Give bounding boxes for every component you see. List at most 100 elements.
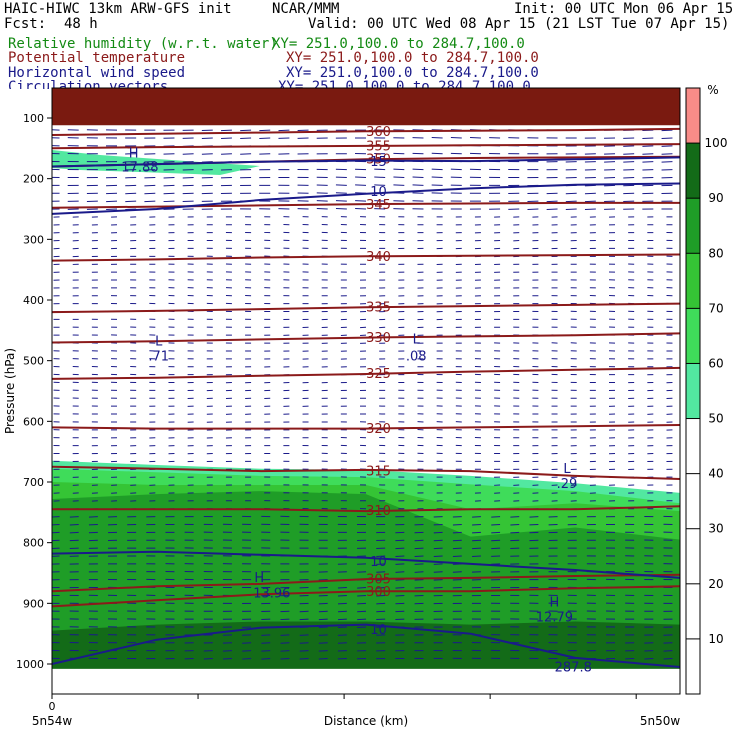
extremum-annotation: H: [129, 146, 139, 161]
theta-contour-305: [52, 573, 680, 593]
wind-vector: [433, 539, 443, 542]
wind-contour-10: [52, 623, 680, 668]
init-time: Init: 00 UTC Mon 06 Apr 15: [514, 1, 734, 17]
field-wind-name: Horizontal wind speed: [8, 65, 186, 81]
wind-vector: [472, 539, 481, 542]
wind-vector: [318, 610, 328, 613]
wind-contour-10: [52, 550, 680, 579]
theta-contour-315: [52, 465, 680, 480]
colorbar-tick-label: 10: [708, 632, 723, 646]
org-title: NCAR/MMM: [272, 1, 340, 17]
extremum-annotation: H: [254, 571, 264, 586]
wind-vector: [395, 563, 405, 565]
theta-contour-330: [52, 332, 680, 344]
y-axis-label: Pressure (hPa): [3, 348, 17, 434]
theta-contour-360: [52, 127, 680, 136]
wind-vector: [395, 571, 405, 573]
wind-vector: [280, 634, 290, 636]
field-rh-xy: XY= 251.0,100.0 to 284.7,100.0: [272, 36, 525, 52]
wind-vector: [318, 618, 328, 621]
valid-time: Valid: 00 UTC Wed 08 Apr 15 (21 LST Tue …: [308, 16, 730, 32]
colorbar-tick-label: 80: [708, 246, 723, 260]
wind-vector: [433, 555, 443, 558]
wind-vector: [299, 642, 309, 644]
wind-vector: [395, 587, 405, 589]
wind-vector: [337, 618, 347, 621]
wind-vector: [472, 523, 481, 526]
theta-label-310: 310: [366, 504, 391, 519]
rh-region-upper-patch: [52, 150, 260, 175]
wind-vector: [433, 547, 443, 550]
wind-vector: [414, 547, 424, 550]
y-tick-label: 400: [23, 294, 44, 307]
wind-vector: [242, 658, 252, 660]
colorbar-tick-label: 30: [708, 522, 723, 536]
colorbar-band: [686, 418, 700, 694]
wind-vector: [491, 531, 501, 534]
colorbar-band: [686, 198, 700, 254]
theta-contour-345: [52, 201, 680, 209]
ground-mask: [52, 668, 680, 694]
field-circ-name: Circulation vectors: [8, 80, 169, 89]
wind-label-10: 10: [370, 555, 387, 570]
colorbar-band: [686, 88, 700, 144]
extremum-annotation: L: [155, 335, 163, 350]
theta-label-335: 335: [366, 301, 391, 316]
colorbar-tick-label: 90: [708, 191, 723, 205]
wind-contour-15: [52, 156, 680, 168]
wind-vector: [337, 610, 347, 613]
extremum-annotation: L: [413, 333, 421, 348]
wind-label-10: 10: [370, 185, 387, 200]
theta-label-300: 300: [366, 585, 391, 600]
field-theta-xy: XY= 251.0,100.0 to 284.7,100.0: [286, 50, 539, 66]
extremum-annotation: 287.8: [555, 660, 592, 675]
y-tick-label: 500: [23, 355, 44, 368]
wind-vector: [452, 523, 462, 526]
forecast-value: 48 h: [64, 16, 98, 32]
colorbar-band: [686, 253, 700, 309]
colorbar-tick-label: 20: [708, 577, 723, 591]
wind-vector: [357, 602, 367, 605]
theta-label-325: 325: [366, 367, 391, 382]
plot-frame: [51, 87, 681, 695]
wind-vector: [318, 634, 328, 636]
wind-vector: [414, 563, 424, 565]
wind-vector: [376, 587, 386, 589]
theta-label-345: 345: [366, 198, 391, 213]
wind-vector: [280, 650, 290, 652]
wind-vector: [337, 594, 347, 597]
wind-vector: [452, 531, 462, 534]
colorbar-band: [686, 363, 700, 419]
wind-vector: [357, 610, 367, 613]
rh-region-upper-90: [52, 88, 680, 126]
wind-vector: [376, 594, 386, 597]
wind-vector: [280, 658, 290, 660]
wind-vector: [452, 547, 462, 550]
forecast-label: Fcst:: [4, 16, 47, 32]
wind-vector: [69, 523, 79, 526]
colorbar-tick-label: 100: [705, 136, 728, 150]
theta-contour-335: [52, 302, 680, 314]
colorbar-tick-label: 70: [708, 301, 723, 315]
colorbar-band: [686, 143, 700, 199]
wind-vector: [280, 642, 290, 644]
field-rh-name: Relative humidity (w.r.t. water): [8, 36, 278, 52]
extremum-annotation: L: [563, 462, 571, 477]
extremum-annotation: 13.96: [253, 586, 290, 601]
colorbar-tick-label: 50: [708, 412, 723, 426]
wind-vector: [472, 547, 481, 550]
wind-vector: [472, 516, 481, 518]
wind-vector: [299, 618, 309, 621]
colorbar-tick-label: 60: [708, 356, 723, 370]
y-tick-label: 200: [23, 173, 44, 186]
wind-vector: [261, 642, 271, 644]
wind-vector: [452, 555, 462, 558]
field-wind-xy: XY= 251.0,100.0 to 284.7,100.0: [286, 65, 539, 81]
wind-contour-10: [52, 182, 680, 215]
wind-vector: [414, 571, 424, 573]
model-title: HAIC-HIWC 13km ARW-GFS init: [4, 1, 232, 17]
wind-vector: [299, 634, 309, 636]
extremum-annotation: .29: [557, 477, 578, 492]
y-tick-label: 600: [23, 415, 44, 428]
colorbar-tick-label: 40: [708, 467, 723, 481]
